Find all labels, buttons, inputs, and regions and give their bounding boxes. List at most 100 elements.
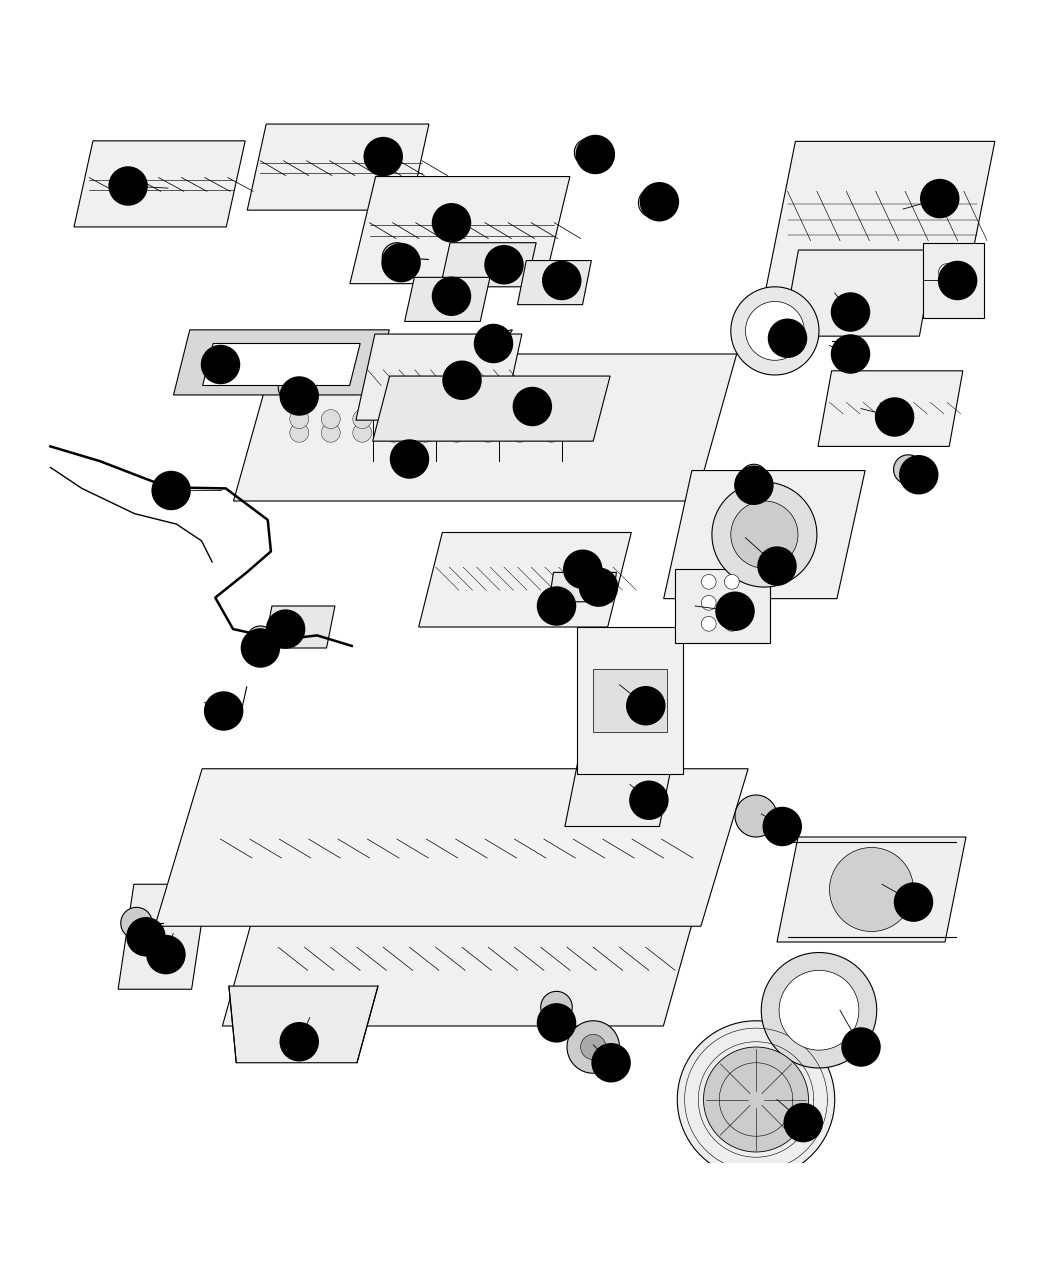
Polygon shape <box>664 470 865 599</box>
Text: 33: 33 <box>775 820 790 833</box>
Polygon shape <box>247 124 429 210</box>
Polygon shape <box>593 669 667 732</box>
Text: 11: 11 <box>376 150 391 163</box>
Polygon shape <box>953 264 970 280</box>
Polygon shape <box>701 595 716 611</box>
Polygon shape <box>350 176 570 283</box>
Text: 1: 1 <box>773 560 781 572</box>
Polygon shape <box>373 376 610 441</box>
Circle shape <box>382 244 420 282</box>
Polygon shape <box>542 409 561 428</box>
Polygon shape <box>447 423 466 442</box>
Text: 6: 6 <box>500 259 508 272</box>
Polygon shape <box>731 501 798 569</box>
Circle shape <box>242 629 279 667</box>
Text: 27: 27 <box>401 453 418 465</box>
Text: 38: 38 <box>910 468 927 481</box>
Polygon shape <box>353 409 372 428</box>
Text: 2: 2 <box>909 895 918 909</box>
Polygon shape <box>541 992 572 1023</box>
Polygon shape <box>510 423 529 442</box>
Circle shape <box>716 593 754 630</box>
Polygon shape <box>923 242 984 319</box>
Polygon shape <box>382 242 412 272</box>
Polygon shape <box>404 278 490 321</box>
Circle shape <box>364 138 402 176</box>
Text: 8: 8 <box>447 289 456 302</box>
Polygon shape <box>229 986 378 1063</box>
Polygon shape <box>479 409 498 428</box>
Polygon shape <box>704 1047 808 1153</box>
Polygon shape <box>574 139 602 166</box>
Polygon shape <box>416 423 435 442</box>
Polygon shape <box>777 836 966 942</box>
Text: 16: 16 <box>525 400 541 413</box>
Circle shape <box>921 180 959 218</box>
Circle shape <box>630 782 668 819</box>
Polygon shape <box>121 908 152 938</box>
Polygon shape <box>321 423 340 442</box>
Text: 14: 14 <box>651 195 668 208</box>
Circle shape <box>391 440 428 478</box>
Circle shape <box>205 692 243 729</box>
Text: 10: 10 <box>587 148 604 161</box>
Circle shape <box>576 135 614 173</box>
Circle shape <box>769 319 806 357</box>
Text: 29: 29 <box>640 794 657 807</box>
Text: 32: 32 <box>842 348 859 361</box>
Text: 31: 31 <box>886 411 903 423</box>
Text: 41: 41 <box>212 358 229 371</box>
Polygon shape <box>356 334 522 421</box>
Polygon shape <box>478 330 512 352</box>
Polygon shape <box>712 482 817 586</box>
Circle shape <box>147 936 185 974</box>
Polygon shape <box>567 1021 619 1074</box>
Circle shape <box>513 388 551 426</box>
Text: 26: 26 <box>746 478 761 492</box>
Circle shape <box>939 261 977 300</box>
Text: 4: 4 <box>846 306 855 319</box>
Polygon shape <box>447 409 466 428</box>
Circle shape <box>580 569 617 606</box>
Polygon shape <box>724 595 739 611</box>
Polygon shape <box>440 242 537 287</box>
Polygon shape <box>894 455 923 484</box>
Circle shape <box>842 1028 880 1066</box>
Polygon shape <box>761 952 877 1068</box>
Circle shape <box>280 377 318 414</box>
Circle shape <box>475 325 512 362</box>
Circle shape <box>433 204 470 242</box>
Text: 42: 42 <box>454 374 470 386</box>
Circle shape <box>433 278 470 315</box>
Polygon shape <box>675 569 770 643</box>
Circle shape <box>832 335 869 372</box>
Text: 35: 35 <box>727 604 743 618</box>
Text: 19: 19 <box>216 705 231 718</box>
Text: 18: 18 <box>277 622 294 636</box>
Text: 21: 21 <box>554 274 569 287</box>
Text: 36: 36 <box>932 193 947 205</box>
Text: 13: 13 <box>548 599 565 612</box>
Polygon shape <box>764 142 994 293</box>
Polygon shape <box>419 533 631 627</box>
Polygon shape <box>321 409 340 428</box>
Polygon shape <box>724 575 739 589</box>
Polygon shape <box>783 250 934 337</box>
Polygon shape <box>779 970 859 1051</box>
Text: 22: 22 <box>292 389 307 403</box>
Polygon shape <box>233 354 737 501</box>
Circle shape <box>127 918 165 956</box>
Circle shape <box>900 456 938 493</box>
Polygon shape <box>264 606 335 648</box>
Text: 39: 39 <box>548 1016 565 1029</box>
Polygon shape <box>701 617 716 631</box>
Polygon shape <box>74 140 246 227</box>
Polygon shape <box>677 1021 835 1178</box>
Text: 12: 12 <box>590 580 607 594</box>
Polygon shape <box>549 572 616 602</box>
Polygon shape <box>384 423 403 442</box>
Polygon shape <box>518 260 591 305</box>
Circle shape <box>109 167 147 205</box>
Polygon shape <box>581 1034 606 1060</box>
Polygon shape <box>290 423 309 442</box>
